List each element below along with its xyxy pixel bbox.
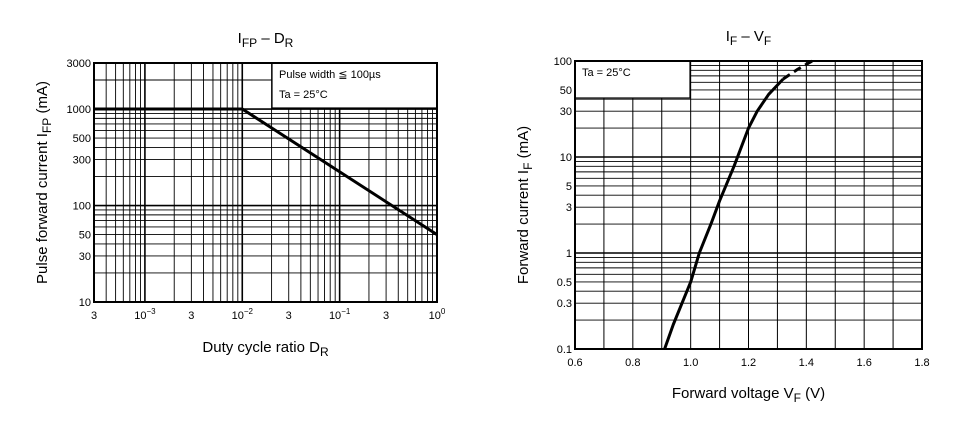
y-tick-label: 0.3 [557,298,572,310]
y-axis-label: Forward current IF (mA) [515,126,535,284]
x-tick-label: 3 [286,310,292,322]
tick-exponent: −2 [244,307,254,316]
x-tick-label: 1.0 [683,357,698,369]
title-dash: – D [257,30,285,47]
title-main: I [726,28,730,45]
title-main: I [238,30,242,47]
x-tick-label: 10−3 [134,307,156,322]
y-tick-label: 500 [73,133,91,145]
x-tick-label: 10−1 [329,307,351,322]
tick-exponent: 0 [441,307,446,316]
plot-frame [574,60,923,350]
x-tick-label: 3 [91,310,97,322]
tick-exponent: −3 [146,307,156,316]
x-tick-label: 0.6 [567,357,582,369]
legend-box [574,60,691,99]
xlabel-sub: R [320,345,329,359]
title-sub: F [730,34,737,48]
ylabel-sub: FP [40,118,54,133]
y-tick-label: 300 [73,154,91,166]
xlabel-unit: (V) [801,385,825,402]
x-tick-label: 1.6 [857,357,872,369]
y-tick-label: 30 [79,251,91,263]
chart-title: IF – VF [726,28,772,48]
plot-frame [93,62,438,303]
y-tick-label: 100 [554,56,572,68]
title-sub: FP [242,36,257,50]
ylabel-unit: (mA) [515,126,532,163]
title-dash: – V [737,28,764,45]
y-tick-label: 100 [73,201,91,213]
y-axis-label: Pulse forward current IFP (mA) [34,81,54,284]
x-tick-label: 100 [429,307,446,322]
legend-box [271,62,438,109]
ylabel-main: Forward current I [515,170,532,284]
xlabel-main: Duty cycle ratio D [202,339,320,356]
x-tick-label: 1.8 [914,357,929,369]
tick-base: 10 [329,310,341,322]
y-tick-label: 1 [566,248,572,260]
chart-title: IFP – DR [238,30,294,50]
x-tick-label: 1.2 [741,357,756,369]
y-tick-label: 0.1 [557,344,572,356]
y-tick-label: 50 [560,85,572,97]
xlabel-main: Forward voltage V [672,385,794,402]
series-line [94,107,438,236]
tick-base: 10 [429,310,441,322]
chart-2: Ta = 25°C 0.6 0.8 1.0 1.2 1.4 1.6 1.8 100 50 30 10 5… [515,28,930,405]
y-tick-label: 10 [560,152,572,164]
legend-text: Pulse width ≦ 100µs [279,69,381,81]
y-tick-label: 0.5 [557,277,572,289]
x-tick-label: 1.4 [799,357,814,369]
series-line [782,59,813,81]
legend-text: Ta = 25°C [279,89,328,101]
tick-exponent: −1 [341,307,351,316]
title-sub: F [764,34,771,48]
y-tick-label: 3 [566,202,572,214]
x-tick-label: 10−2 [232,307,254,322]
series-line [663,77,785,350]
x-tick-label: 3 [383,310,389,322]
title-sub: R [285,36,294,50]
grid [93,62,438,303]
x-axis-label: Forward voltage VF (V) [672,385,825,405]
ylabel-main: Pulse forward current I [34,133,51,284]
tick-base: 10 [232,310,244,322]
y-tick-label: 50 [79,230,91,242]
ylabel-sub: F [521,163,535,170]
xlabel-sub: F [794,391,801,405]
ylabel-unit: (mA) [34,81,51,118]
legend-text: Ta = 25°C [582,67,631,79]
x-axis-label: Duty cycle ratio DR [202,339,329,359]
y-tick-label: 5 [566,181,572,193]
tick-base: 10 [134,310,146,322]
grid [574,60,923,350]
x-tick-label: 0.8 [625,357,640,369]
y-tick-label: 30 [560,106,572,118]
x-tick-label: 3 [188,310,194,322]
y-tick-label: 10 [79,297,91,309]
y-tick-label: 3000 [67,58,91,70]
y-tick-label: 1000 [67,104,91,116]
